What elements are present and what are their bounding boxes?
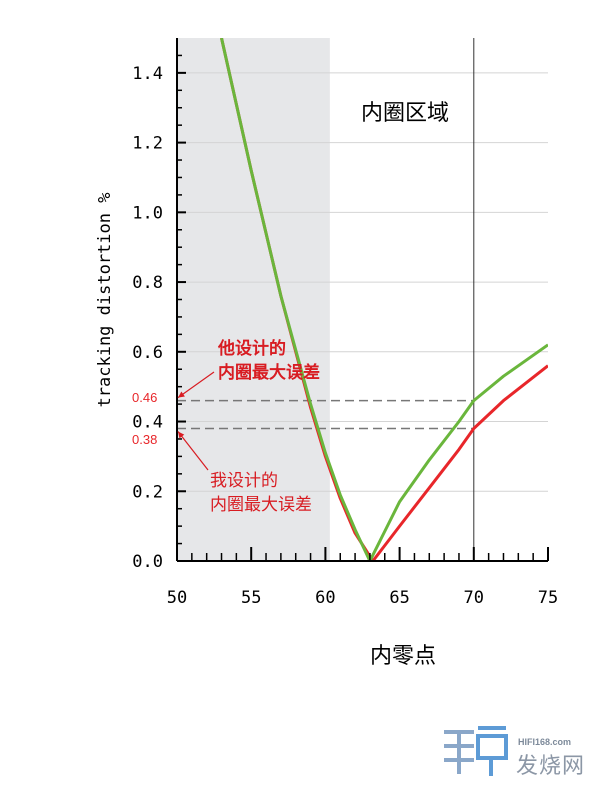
x-tick-label: 70 [464, 588, 484, 608]
y-tick-label: 0.2 [132, 482, 163, 502]
y-tick-label: 0.6 [132, 343, 163, 363]
annotation-text: 内圈最大误差 [210, 495, 312, 515]
axes: 0.0 0.2 0.4 0.6 0.8 1.0 1.2 1.4 50 55 60 65 70 75 trac… [95, 38, 558, 669]
site-watermark: HIFI168.com 发烧网 [440, 722, 605, 782]
annotation-text: 内圈最大误差 [218, 362, 320, 383]
annotation-arrowhead [178, 431, 185, 439]
annotation-text: 我设计的 [210, 471, 278, 491]
plot-area [177, 38, 548, 561]
x-tick-label: 75 [538, 588, 558, 608]
y-tick-label: 1.0 [132, 203, 163, 223]
annotation-arrow [177, 371, 215, 399]
y-tick-label: 0.4 [132, 413, 163, 433]
x-tick-label: 60 [315, 588, 335, 608]
shaded-region [177, 38, 330, 561]
y-tick-label: 0.0 [132, 552, 163, 572]
hifi-logo-icon [444, 726, 508, 776]
reference-value-label: 0.46 [132, 390, 157, 405]
x-axis-label: 内零点 [370, 644, 436, 669]
x-tick-label: 65 [389, 588, 409, 608]
y-axis-label: tracking distortion % [95, 193, 115, 408]
x-tick-label: 55 [241, 588, 261, 608]
x-tick-label: 50 [167, 588, 187, 608]
watermark-text: 发烧网 [516, 754, 586, 779]
series-group [220, 38, 548, 561]
y-tick-label: 1.4 [132, 64, 163, 84]
annotation-text: 他设计的 [217, 338, 286, 359]
y-tick-label: 0.8 [132, 273, 163, 293]
series-line [220, 38, 548, 561]
y-tick-label: 1.2 [132, 134, 163, 154]
reference-value-label: 0.38 [132, 432, 157, 447]
watermark-url: HIFI168.com [518, 737, 572, 747]
annotation-arrowhead [178, 391, 185, 398]
region-label: 内圈区域 [361, 101, 449, 126]
annotation-arrow [177, 431, 209, 471]
